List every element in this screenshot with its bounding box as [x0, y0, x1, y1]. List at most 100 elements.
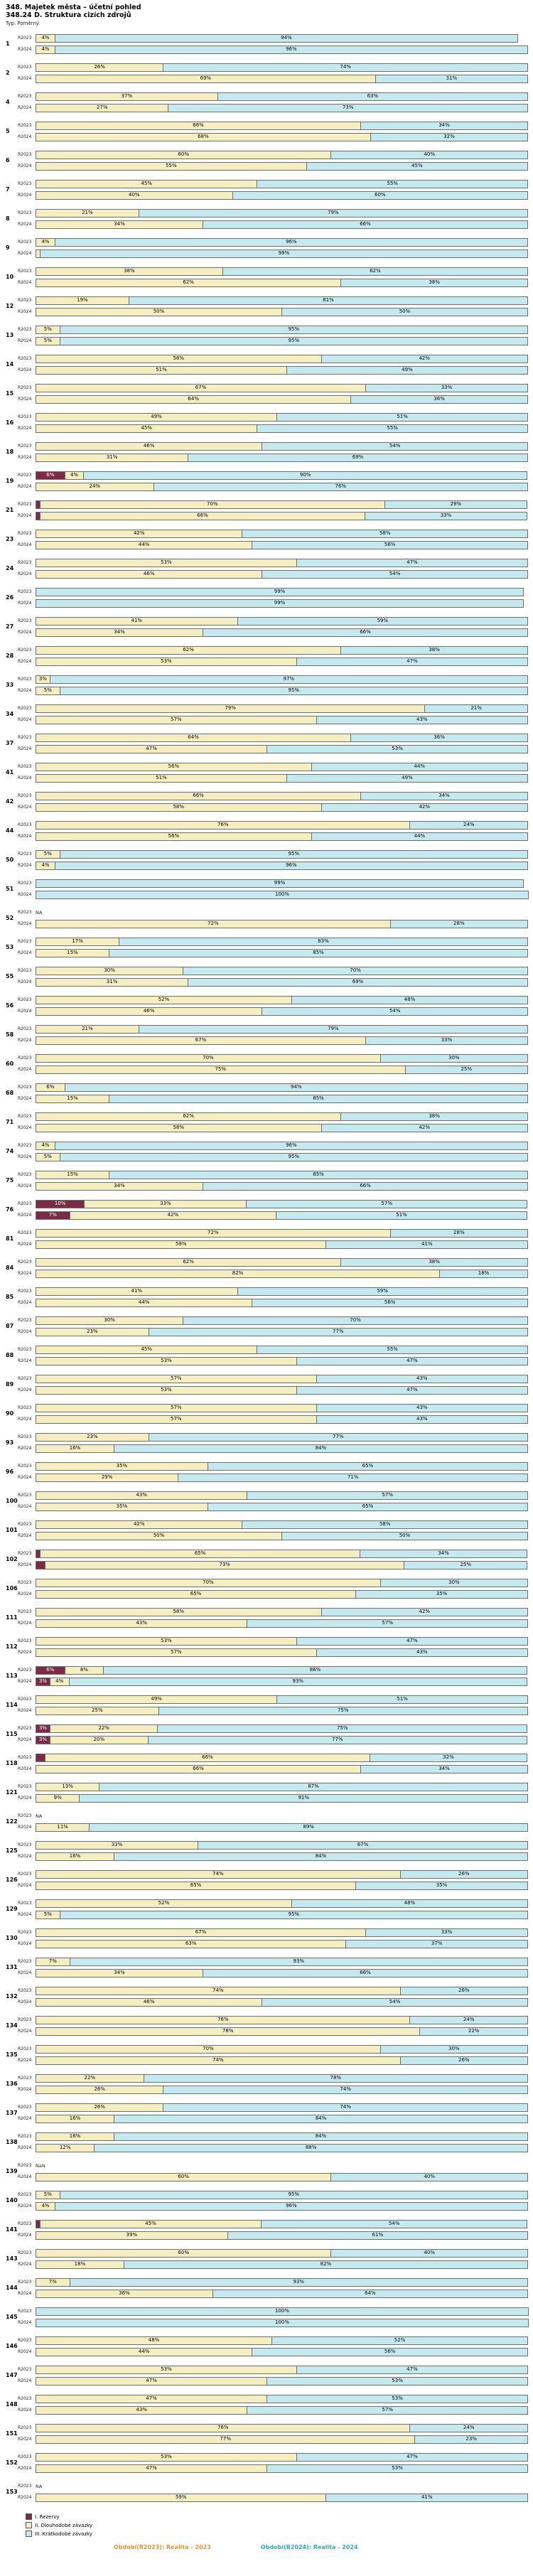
bar-segment-iii: 85% [109, 1170, 528, 1179]
bar-segment-ii: 16% [36, 2114, 115, 2123]
segment-value-label: 57% [171, 717, 182, 722]
bar-segment-iii: 51% [276, 412, 528, 422]
bar-year-label: R2024 [18, 1650, 32, 1655]
segment-value-label: 94% [291, 1084, 302, 1090]
bar-year-label: R2024 [18, 1067, 32, 1072]
row-number: 135 [6, 2051, 18, 2058]
bar-row-r2023: R2023 58% 42% [18, 354, 529, 363]
row-bars: R2023 70% 30% R2024 75% 25% [18, 1053, 529, 1074]
segment-value-label: 43% [416, 1649, 428, 1655]
segment-value-label: 99% [274, 589, 286, 594]
bar-row-r2024: R2024 25% 75% [18, 1706, 529, 1715]
bar-row-r2024: R2024 15% 85% [18, 1094, 529, 1103]
bar-segment-iii: 88% [94, 2143, 528, 2152]
row-bars: R2023 26% 74% R2024 16% 84% [18, 2103, 529, 2123]
bar-row-r2023: R2023 35% 65% [18, 1461, 529, 1471]
bar-track: 53% 47% [36, 1636, 529, 1646]
row-number: 152 [6, 2459, 18, 2466]
row-bars: R2023 45% 54% R2024 39% 61% [18, 2219, 529, 2240]
segment-value-label: 81% [323, 297, 334, 303]
bar-row-r2023: R2023 30% 70% [18, 1316, 529, 1325]
row-bars: R2023 13% 87% R2024 9% 91% [18, 1782, 529, 1803]
bar-segment-ii: 26% [36, 2085, 164, 2094]
bar-segment-iii: 23% [414, 2435, 528, 2444]
bar-segment-iii: 66% [202, 220, 528, 229]
bar-segment-iii: 54% [262, 569, 528, 579]
bar-year-label: R2024 [18, 2233, 32, 2238]
bar-year-label: R2023 [18, 2250, 32, 2255]
segment-value-label: 74% [340, 64, 351, 70]
bar-row-r2024: R2024 31% 69% [18, 453, 529, 462]
bar-segment-ii: 67% [36, 1036, 366, 1045]
segment-value-label: 7% [48, 1958, 57, 1964]
segment-value-label: 11% [57, 1824, 68, 1830]
bar-row-r2024: R2024 7% 42% 51% [18, 1211, 529, 1220]
bar-row-r2024: R2024 35% 65% [18, 1502, 529, 1511]
bar-segment-ii: 5% [36, 2190, 60, 2199]
segment-value-label: 53% [392, 746, 403, 751]
bar-year-label: R2024 [18, 1679, 32, 1684]
bar-segment-iii: 32% [370, 132, 528, 141]
bar-year-label: R2024 [18, 251, 32, 256]
bar-year-label: R2024 [18, 1038, 32, 1043]
bar-segment-iii: 90% [83, 471, 527, 480]
segment-value-label: 26% [94, 64, 105, 70]
segment-value-label: 64% [188, 396, 199, 402]
segment-value-label: 60% [375, 192, 386, 198]
segment-value-label: 74% [212, 1871, 224, 1877]
bar-year-label: R2023 [18, 444, 32, 449]
segment-value-label: 41% [131, 1288, 143, 1294]
bar-year-label: R2023 [18, 298, 32, 303]
row-bars: R2023 NA R2024 59% 41% [18, 2482, 529, 2502]
segment-value-label: 44% [138, 542, 150, 547]
segment-value-label: 53% [161, 1387, 172, 1392]
bar-year-label: R2023 [18, 2454, 32, 2459]
page-title: 348. Majetek města – účetní pohled [6, 4, 141, 11]
bar-track: 26% 74% [36, 2103, 529, 2112]
segment-value-label: 6% [46, 472, 55, 478]
row-number: 68 [6, 1090, 14, 1096]
bar-row-r2024: R2024 45% 55% [18, 424, 529, 433]
segment-value-label: 29% [450, 501, 462, 507]
segment-value-label: 100% [274, 2319, 289, 2325]
bar-segment-iii: 61% [227, 2231, 528, 2240]
segment-value-label: 73% [342, 104, 354, 110]
segment-value-label: 78% [222, 2028, 234, 2034]
bar-row-r2024: R2024 16% 84% [18, 2114, 529, 2123]
bar-year-label: R2024 [18, 76, 32, 81]
bar-row-r2024: R2024 69% 31% [18, 74, 529, 83]
segment-value-label: 5% [43, 687, 52, 693]
segment-value-label: 8% [80, 1667, 88, 1673]
bar-segment-iii: 49% [286, 365, 528, 375]
bar-segment-ii: 15% [36, 1170, 110, 1179]
bar-segment-iii: 34% [360, 1549, 527, 1558]
row-bars: R2023 45% 55% R2024 53% 47% [18, 1345, 529, 1365]
segment-value-label: 79% [328, 1026, 339, 1031]
segment-value-label: 84% [315, 2115, 327, 2121]
segment-value-label: 5% [43, 2191, 52, 2197]
bar-row-r2023: R2023 62% 38% [18, 645, 529, 655]
segment-value-label: 63% [367, 93, 379, 99]
segment-value-label: 45% [145, 2221, 156, 2226]
segment-value-label: 69% [352, 979, 364, 984]
bar-row-r2023: R2023 53% 47% [18, 558, 529, 567]
bar-year-label: R2024 [18, 309, 32, 314]
bar-segment-ii: 7% [36, 1957, 70, 1966]
bar-segment-ii: 13% [36, 1782, 100, 1791]
row-block: 37 R2023 64% 36% R2024 47% 53% [6, 729, 529, 758]
bar-row-r2023: R2023 4% 96% [18, 237, 529, 247]
bar-year-label: R2024 [18, 222, 32, 227]
bar-segment-ii: 47% [36, 2394, 268, 2403]
bar-segment-ii: 77% [36, 2435, 416, 2444]
bar-track: 66% 34% [36, 121, 529, 130]
bar-segment-iii: 26% [399, 1869, 528, 1879]
bar-segment-ii: 4% [36, 861, 55, 870]
bar-year-label: R2024 [18, 1708, 32, 1713]
row-block: 84 R2023 62% 38% R2024 82% 18% [6, 1253, 529, 1282]
bar-track: 76% 24% [36, 2423, 529, 2432]
legend-item-dlouhodobe-zavazky: II. Dlouhodobé závazky [26, 2522, 533, 2528]
bar-year-label: R2024 [18, 892, 32, 897]
segment-value-label: 70% [203, 1055, 214, 1061]
bar-row-r2023: R2023 72% 28% [18, 1228, 529, 1238]
bar-segment-iii: 81% [128, 296, 528, 305]
